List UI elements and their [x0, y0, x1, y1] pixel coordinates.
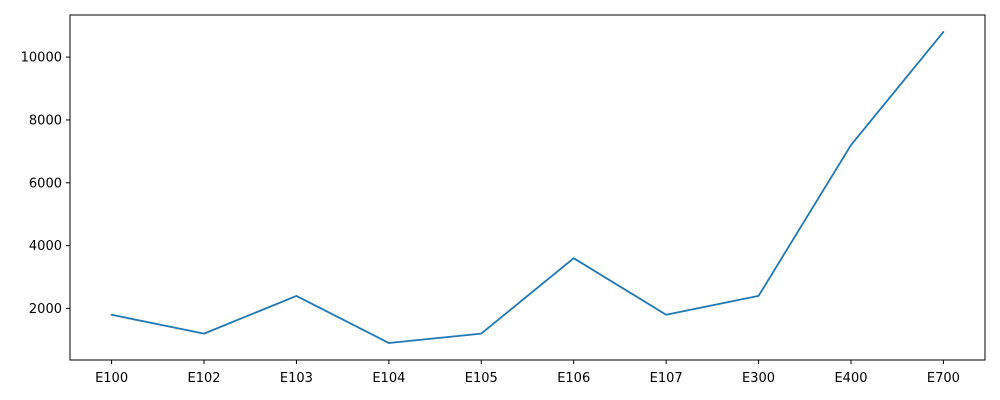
- y-axis: 2000 4000 6000 8000 10000: [21, 51, 70, 317]
- series-line: [110, 31, 945, 344]
- x-tick-label: E105: [465, 371, 498, 386]
- y-tick-label: 2000: [29, 302, 62, 317]
- x-tick-label: E102: [187, 371, 220, 386]
- series-layer: [110, 31, 945, 344]
- x-tick-label: E400: [834, 371, 867, 386]
- x-tick-label: E300: [742, 371, 775, 386]
- x-tick-label: E106: [557, 371, 590, 386]
- y-tick-label: 10000: [21, 51, 62, 66]
- plot-frame: [69, 14, 986, 361]
- y-tick-label: 8000: [29, 113, 62, 128]
- x-tick-label: E107: [650, 371, 683, 386]
- x-tick-label: E104: [372, 371, 405, 386]
- x-axis: E100 E102 E103 E104 E105 E106 E107 E300 E400 E700: [95, 360, 960, 386]
- x-tick-label: E700: [927, 371, 960, 386]
- x-tick-label: E103: [280, 371, 313, 386]
- y-tick-label: 6000: [29, 176, 62, 191]
- y-tick-label: 4000: [29, 239, 62, 254]
- x-tick-label: E100: [95, 371, 128, 386]
